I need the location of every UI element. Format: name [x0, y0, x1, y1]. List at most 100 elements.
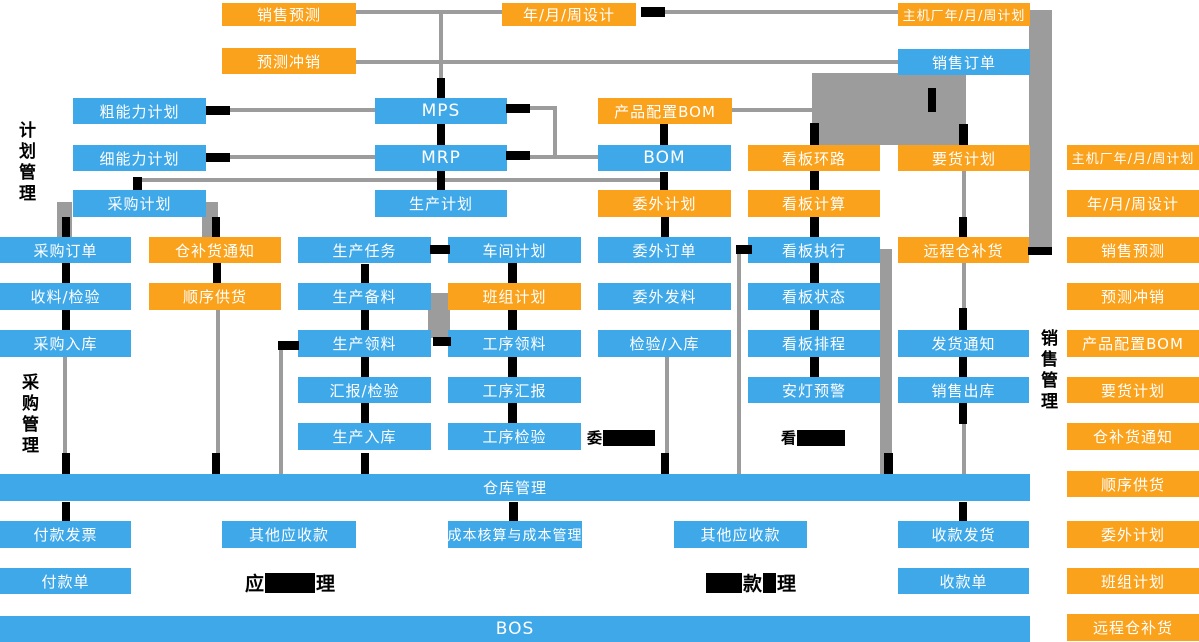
connector-line: [737, 252, 741, 474]
node-process-inspect: 工序检验: [448, 423, 581, 450]
connector-line: [279, 349, 283, 474]
label-purchase-mgmt: 采购管理: [18, 373, 38, 457]
node-label: 车间计划: [482, 241, 547, 260]
caption-receivables-mgmt: 款理: [706, 569, 796, 596]
node-label: 远程仓补货: [1092, 619, 1173, 637]
node-process-picking: 工序领料: [448, 330, 581, 357]
node-mps: MPS: [375, 98, 507, 124]
connector-bar: [361, 453, 369, 474]
caption-text: 应: [245, 573, 265, 595]
node-mrp: MRP: [375, 145, 507, 171]
node-receive-inspect: 收料/检验: [0, 283, 131, 310]
node-label: 采购入库: [33, 335, 98, 353]
node-label: MPS: [421, 101, 461, 121]
node-label: 生产领料: [332, 335, 397, 353]
node-label: 委外订单: [632, 241, 697, 260]
node-production-task: 生产任务: [298, 237, 431, 263]
caption-redaction-bar: [265, 572, 316, 593]
connector-bar: [506, 104, 530, 113]
caption-text: 看: [781, 429, 797, 447]
node-cost-accounting: 成本核算与成本管理: [448, 521, 582, 548]
node-payment-invoice: 付款发票: [0, 521, 131, 548]
node-label: 付款发票: [33, 526, 98, 544]
node-sequence-supply: 顺序供货: [149, 283, 281, 310]
node-report-inspect: 汇报/检验: [298, 377, 431, 403]
connector-bar: [810, 123, 819, 145]
node-delivery-req-plan: 要货计划: [898, 145, 1030, 171]
connector-bar: [508, 403, 517, 423]
connector-bar: [506, 151, 530, 160]
connector-bar: [661, 453, 669, 474]
connector-bar: [810, 217, 819, 237]
node-label: 要货计划: [931, 149, 996, 168]
node-label: 工序领料: [482, 335, 547, 353]
connector-bar: [959, 124, 968, 145]
connector-line: [1029, 10, 1052, 247]
connector-line: [356, 60, 899, 64]
node-label: 委外发料: [632, 288, 697, 306]
node-kanban-loop: 看板环路: [748, 145, 880, 171]
connector-bar: [206, 106, 230, 115]
node-label: 委外计划: [632, 195, 697, 213]
node-label: 顺序供货: [1100, 475, 1165, 494]
connector-line: [530, 155, 599, 159]
caption-redaction-bar: [706, 572, 742, 593]
node-label: 工序检验: [482, 428, 547, 446]
node-label: 班组计划: [1100, 572, 1165, 591]
connector-line: [665, 10, 898, 14]
node-label: 年/月/周设计: [1086, 195, 1180, 213]
node-label: 其他应收款: [248, 526, 329, 544]
connector-line: [553, 106, 557, 159]
node-label: 看板计算: [781, 195, 846, 213]
node-other-receivables-right: 其他应收款: [674, 521, 807, 548]
node-production-material-prep: 生产备料: [298, 283, 431, 310]
node-label: 销售出库: [931, 381, 996, 400]
connector-bar: [928, 88, 936, 112]
connector-bar: [959, 357, 967, 377]
node-warehouse-replenish-notice-right: 仓补货通知: [1067, 423, 1199, 450]
connector-bar: [62, 263, 70, 283]
node-receipt-slip: 收款单: [898, 568, 1029, 594]
node-delivery-req-plan-right: 要货计划: [1067, 377, 1199, 403]
node-label: 收料/检验: [30, 288, 101, 306]
node-team-plan: 班组计划: [448, 283, 581, 310]
node-product-config-bom-right: 产品配置BOM: [1067, 330, 1199, 357]
connector-bar: [361, 310, 369, 330]
connector-line: [962, 263, 966, 308]
node-label: 预测冲销: [1100, 288, 1165, 306]
node-label: 检验/入库: [629, 335, 700, 353]
node-sales-order: 销售订单: [898, 49, 1030, 75]
connector-bar: [62, 502, 70, 521]
connector-bar: [884, 453, 893, 474]
node-remote-warehouse-replenish-right: 远程仓补货: [1067, 614, 1199, 641]
caption-outsourcing-mgmt: 委: [587, 427, 656, 448]
connector-line: [962, 171, 966, 218]
connector-bar: [810, 263, 819, 283]
node-label: BOM: [643, 148, 686, 168]
node-bos-bar: BOS: [0, 616, 1030, 642]
node-label: 采购订单: [33, 241, 98, 260]
connector-bar: [430, 245, 450, 254]
node-label: 生产备料: [332, 288, 397, 306]
node-kanban-schedule: 看板排程: [748, 330, 880, 357]
connector-bar: [62, 310, 70, 330]
node-label: 发货通知: [931, 335, 996, 353]
connector-line: [229, 155, 375, 159]
connector-bar: [361, 357, 369, 377]
node-oem-ymw-plan-top: 主机厂年/月/周计划: [898, 3, 1030, 26]
connector-bar: [509, 502, 518, 521]
node-kanban-status: 看板状态: [748, 283, 880, 310]
node-label: 收款发货: [931, 526, 996, 544]
node-outsourcing-plan: 委外计划: [598, 190, 731, 217]
caption-kanban-mgmt: 看: [781, 427, 846, 448]
node-label: BOS: [495, 619, 535, 639]
node-label: 汇报/检验: [329, 381, 400, 400]
connector-bar: [437, 124, 445, 145]
connector-line: [530, 106, 556, 110]
connector-bar: [206, 153, 230, 162]
node-label: 生产任务: [332, 241, 397, 260]
caption-text: 理: [777, 573, 797, 595]
node-label: 产品配置BOM: [614, 102, 716, 121]
node-label: 收款单: [939, 572, 988, 591]
